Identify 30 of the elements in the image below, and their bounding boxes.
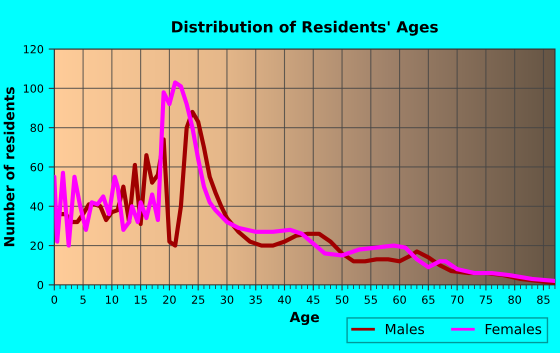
x-tick-label: 55: [364, 296, 377, 304]
legend-label: Males: [386, 324, 424, 334]
y-tick-label: 80: [30, 124, 44, 132]
y-tick-label: 40: [30, 202, 44, 211]
x-tick-label: 45: [306, 296, 320, 304]
y-axis-title: Number of residents: [4, 87, 14, 246]
x-tick-label: 75: [480, 296, 492, 304]
x-tick-label: 35: [250, 295, 262, 304]
x-tick-label: 0: [52, 295, 58, 304]
x-tick-label: 70: [450, 295, 464, 304]
x-tick-label: 10: [106, 295, 118, 304]
y-tick-label: 20: [30, 242, 44, 250]
legend-label: Females: [486, 324, 542, 334]
x-tick-label: 25: [192, 295, 204, 304]
x-axis-title: Age: [290, 312, 320, 326]
y-tick-label: 0: [38, 280, 44, 290]
x-tick-label: 85: [537, 295, 550, 304]
chart-title: Distribution of Residents' Ages: [172, 20, 438, 36]
x-tick-label: 20: [163, 295, 176, 304]
x-tick-label: 30: [220, 295, 234, 304]
x-tick-label: 5: [80, 296, 86, 304]
x-tick-label: 60: [393, 295, 406, 304]
x-tick-label: 80: [508, 295, 522, 304]
y-tick-label: 100: [24, 84, 44, 93]
y-tick-label: 120: [24, 45, 44, 54]
x-tick-label: 65: [422, 295, 434, 304]
y-tick-label: 60: [30, 162, 44, 172]
x-tick-label: 15: [134, 296, 147, 304]
x-tick-label: 40: [278, 295, 291, 304]
x-tick-label: 50: [336, 295, 348, 304]
